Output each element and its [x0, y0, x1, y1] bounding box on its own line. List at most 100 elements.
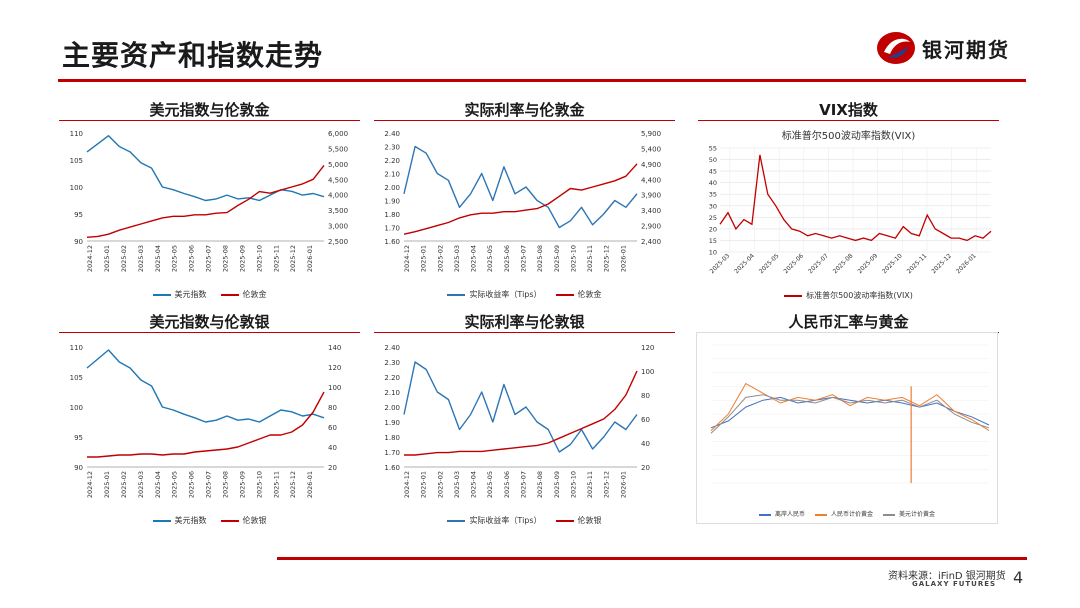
- left-tick-label: 50: [709, 156, 717, 164]
- series-line-1: [719, 154, 992, 242]
- x-tick-label: 2025-11: [586, 471, 594, 498]
- x-tick-label: 2025-10: [569, 471, 577, 498]
- x-tick-label: 2025-09: [553, 471, 561, 498]
- right-tick-label: 120: [328, 364, 341, 372]
- legend-item: 美元指数: [152, 289, 207, 300]
- chart-title-rule: [698, 120, 999, 121]
- x-tick-label: 2025-07: [205, 471, 213, 498]
- right-tick-label: 2,400: [641, 238, 661, 246]
- right-tick-label: 4,500: [328, 176, 348, 184]
- x-tick-label: 2025-06: [503, 471, 511, 498]
- legend-item: 离岸人民币: [758, 509, 805, 518]
- x-tick-label: 2025-03: [137, 471, 145, 498]
- x-tick-label: 2025-09: [238, 245, 246, 272]
- legend-item: 伦敦金: [555, 289, 602, 300]
- x-tick-label: 2025-04: [154, 245, 162, 272]
- right-tick-label: 3,900: [641, 192, 661, 200]
- series-line-1: [86, 134, 325, 202]
- left-tick-label: 2.30: [384, 144, 400, 152]
- left-tick-label: 2.30: [384, 359, 400, 367]
- source-note: 资料来源：iFinD 银河期货: [888, 571, 1006, 582]
- left-tick-label: 35: [709, 191, 717, 199]
- chart-legend: 美元指数 伦敦银: [57, 515, 362, 526]
- x-tick-label: 2025-12: [289, 245, 297, 272]
- x-tick-label: 2025-06: [503, 245, 511, 272]
- left-tick-label: 1.70: [384, 449, 400, 457]
- x-tick-label: 2025-11: [272, 471, 280, 498]
- x-tick-label: 2026-01: [619, 245, 627, 272]
- right-tick-label: 60: [328, 424, 337, 432]
- series-line-1: [403, 145, 638, 229]
- galaxy-futures-mark: GALAXY FUTURES: [912, 580, 997, 588]
- x-tick-label: 2025-09: [238, 471, 246, 498]
- chart-title-rule: [59, 120, 360, 121]
- x-tick-label: 2024-12: [403, 245, 411, 272]
- x-tick-label: 2025-12: [930, 252, 953, 275]
- legend-item: 标准普尔500波动率指数(VIX): [784, 290, 913, 301]
- left-tick-label: 55: [709, 145, 717, 153]
- left-tick-label: 15: [709, 237, 717, 245]
- left-tick-label: 1.70: [384, 225, 400, 233]
- page-title: 主要资产和指数走势: [62, 39, 324, 72]
- left-tick-label: 95: [74, 211, 83, 219]
- left-tick-label: 110: [70, 130, 83, 138]
- right-tick-label: 2,900: [641, 223, 661, 231]
- x-tick-label: 2025-05: [486, 471, 494, 498]
- chart-legend: 离岸人民币 人民币计价黄金 美元计价黄金: [697, 509, 997, 518]
- right-tick-label: 4,900: [641, 161, 661, 169]
- right-tick-label: 80: [641, 392, 650, 400]
- rmb-gold-chart-frame: 离岸人民币 人民币计价黄金 美元计价黄金: [696, 332, 998, 524]
- left-tick-label: 2.00: [384, 404, 400, 412]
- right-tick-label: 140: [328, 344, 341, 352]
- left-tick-label: 1.90: [384, 198, 400, 206]
- chart-legend: 实际收益率（Tips） 伦敦金: [372, 289, 677, 300]
- chart-tips-gold: 2.40 2.30 2.20 2.10 2.00 1.90 1.80 1.70 1.60 5,90…: [384, 130, 661, 272]
- right-tick-label: 4,400: [641, 176, 661, 184]
- legend-item: 伦敦金: [220, 289, 267, 300]
- chart-title: 实际利率与伦敦金: [464, 101, 585, 119]
- x-tick-label: 2025-09: [553, 245, 561, 272]
- legend-item: 实际收益率（Tips）: [447, 289, 542, 300]
- x-tick-label: 2025-02: [436, 471, 444, 498]
- chart-panel-tips-silver: 实际利率与伦敦银 2.40 2.30 2.20 2.10 2.00 1.90 1.80 1.7…: [372, 312, 677, 526]
- legend-item: 伦敦银: [220, 515, 267, 526]
- footer-rule: [277, 557, 1027, 560]
- left-tick-label: 100: [70, 404, 83, 412]
- x-tick-label: 2025-05: [486, 245, 494, 272]
- chart-rmb-gold: [710, 344, 990, 484]
- right-tick-label: 2,500: [328, 238, 348, 246]
- left-tick-label: 2.20: [384, 374, 400, 382]
- brand-name: 银河期货: [922, 37, 1010, 62]
- right-tick-label: 100: [328, 384, 341, 392]
- left-tick-label: 100: [70, 184, 83, 192]
- x-tick-label: 2025-10: [881, 252, 904, 275]
- right-tick-label: 120: [641, 344, 654, 352]
- chart-title-rule: [374, 120, 675, 121]
- x-tick-label: 2025-10: [255, 471, 263, 498]
- x-tick-label: 2025-04: [470, 471, 478, 498]
- chart-title-rule: [59, 332, 360, 333]
- x-tick-label: 2025-01: [420, 245, 428, 272]
- left-tick-label: 45: [709, 168, 717, 176]
- series-line-1: [403, 361, 638, 453]
- x-tick-label: 2026-01: [306, 245, 314, 272]
- left-tick-label: 30: [709, 202, 717, 210]
- chart-title-rule: [374, 332, 675, 333]
- x-tick-label: 2025-03: [137, 245, 145, 272]
- chart-legend: 美元指数 伦敦金: [57, 289, 362, 300]
- x-tick-label: 2025-12: [289, 471, 297, 498]
- x-tick-label: 2025-11: [272, 245, 280, 272]
- left-tick-label: 2.10: [384, 171, 400, 179]
- left-tick-label: 105: [70, 374, 83, 382]
- x-tick-label: 2025-05: [171, 471, 179, 498]
- x-tick-label: 2024-12: [86, 471, 94, 498]
- x-tick-label: 2025-01: [103, 245, 111, 272]
- chart-subtitle: 标准普尔500波动率指数(VIX): [781, 131, 916, 142]
- x-tick-label: 2025-03: [453, 245, 461, 272]
- left-tick-label: 95: [74, 434, 83, 442]
- legend-item: 伦敦银: [555, 515, 602, 526]
- chart-title: 实际利率与伦敦银: [464, 313, 585, 331]
- chart-panel-rmb-gold: 人民币汇率与黄金: [696, 312, 1001, 333]
- left-tick-label: 90: [74, 238, 83, 246]
